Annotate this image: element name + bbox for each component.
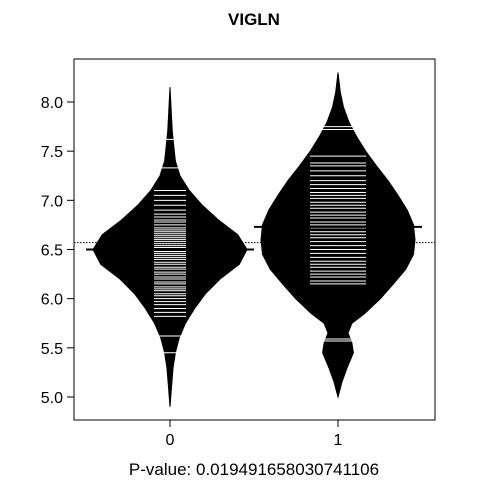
plot-frame: [73, 58, 436, 421]
y-tick-label: 7.0: [41, 193, 63, 210]
x-axis-label: P-value: 0.019491658030741106: [129, 460, 379, 479]
x-tick-label: 0: [166, 432, 175, 449]
bean-layer: [92, 72, 416, 407]
bean-0: [92, 87, 248, 407]
y-tick-label: 6.5: [41, 243, 63, 260]
y-tick-label: 5.0: [41, 390, 63, 407]
y-tick-label: 5.5: [41, 341, 63, 358]
chart-title: VIGLN: [228, 10, 280, 29]
y-tick-label: 7.5: [41, 144, 63, 161]
y-axis: 5.0 5.5 6.0 6.5 7.0 7.5 8.0: [41, 95, 74, 407]
line-layer: [74, 126, 435, 354]
y-tick-label: 6.0: [41, 292, 63, 309]
y-tick-label: 8.0: [41, 95, 63, 112]
x-tick-label: 1: [334, 432, 343, 449]
